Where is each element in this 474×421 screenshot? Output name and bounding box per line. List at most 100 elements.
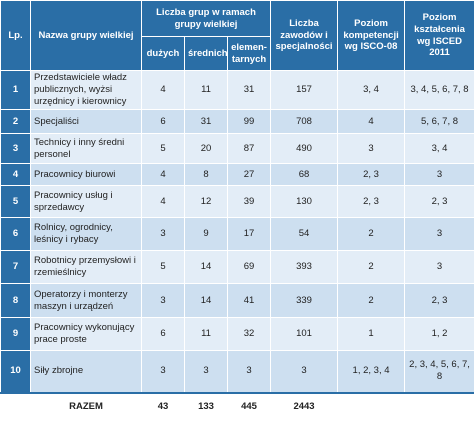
table-cell: 3, 4, 5, 6, 7, 8: [405, 71, 474, 110]
table-cell: 3: [1, 134, 31, 164]
table-cell: 2: [338, 251, 405, 284]
table-cell: 445: [228, 393, 271, 421]
table-cell: [405, 393, 474, 421]
table-cell: 27: [228, 164, 271, 186]
table-cell: 490: [271, 134, 338, 164]
table-cell: 339: [271, 284, 338, 318]
table-cell: 4: [142, 186, 185, 218]
table-cell: 101: [271, 318, 338, 351]
table-cell: 3, 4: [405, 134, 474, 164]
table-cell: 2, 3: [405, 186, 474, 218]
table-cell: 4: [1, 164, 31, 186]
table-cell: 3: [142, 284, 185, 318]
table-cell: 69: [228, 251, 271, 284]
table-cell: 43: [142, 393, 185, 421]
table-cell: 4: [142, 164, 185, 186]
table-cell: [1, 393, 31, 421]
table-cell: Rolnicy, ogrodnicy, leśnicy i rybacy: [31, 218, 142, 251]
table-cell: Pracownicy usług i sprzedawcy: [31, 186, 142, 218]
table-cell: Technicy i inny średni personel: [31, 134, 142, 164]
table-cell: Siły zbrojne: [31, 351, 142, 393]
table-cell: 4: [338, 110, 405, 134]
table-cell: Robotnicy przemysłowi i rzemieślnicy: [31, 251, 142, 284]
table-cell: 32: [228, 318, 271, 351]
table-cell: 708: [271, 110, 338, 134]
table-cell: 6: [142, 110, 185, 134]
table-cell: 2443: [271, 393, 338, 421]
header-cell: Lp.: [1, 1, 31, 71]
table-cell: Pracownicy wykonujący prace proste: [31, 318, 142, 351]
table-cell: 20: [185, 134, 228, 164]
header-cell: elemen-tarnych: [228, 37, 271, 71]
header-cell: dużych: [142, 37, 185, 71]
table-cell: 2: [338, 218, 405, 251]
table-cell: 5, 6, 7, 8: [405, 110, 474, 134]
table-cell: 39: [228, 186, 271, 218]
table-cell: 3: [405, 164, 474, 186]
table-cell: 5: [142, 251, 185, 284]
table-cell: 9: [185, 218, 228, 251]
table-cell: 3: [142, 218, 185, 251]
table-cell: 14: [185, 284, 228, 318]
table-cell: Operatorzy i monterzy maszyn i urządzeń: [31, 284, 142, 318]
table-cell: 1, 2, 3, 4: [338, 351, 405, 393]
table-cell: 6: [142, 318, 185, 351]
header-cell: Nazwa grupy wielkiej: [31, 1, 142, 71]
table-cell: 6: [1, 218, 31, 251]
table-cell: 2: [1, 110, 31, 134]
table-cell: 12: [185, 186, 228, 218]
table-cell: 99: [228, 110, 271, 134]
table-cell: 157: [271, 71, 338, 110]
table-cell: 1: [338, 318, 405, 351]
table-cell: Specjaliści: [31, 110, 142, 134]
table-cell: 2, 3, 4, 5, 6, 7, 8: [405, 351, 474, 393]
table-cell: 14: [185, 251, 228, 284]
header-cell: Poziom kompetencji wg ISCO-08: [338, 1, 405, 71]
table-cell: 2: [338, 284, 405, 318]
table-cell: 11: [185, 318, 228, 351]
table-cell: 3: [142, 351, 185, 393]
table-cell: 1, 2: [405, 318, 474, 351]
table-cell: 8: [1, 284, 31, 318]
table-cell: 130: [271, 186, 338, 218]
table-cell: 17: [228, 218, 271, 251]
table-cell: 393: [271, 251, 338, 284]
table-cell: 3: [338, 134, 405, 164]
table-cell: 2, 3: [338, 164, 405, 186]
table-cell: 2, 3: [405, 284, 474, 318]
table-cell: 31: [185, 110, 228, 134]
table-cell: 4: [142, 71, 185, 110]
table-cell: 5: [1, 186, 31, 218]
table-cell: Przedstawiciele władz publicznych, wyżsi…: [31, 71, 142, 110]
table-cell: 54: [271, 218, 338, 251]
table-cell: 11: [185, 71, 228, 110]
table-cell: 3: [405, 251, 474, 284]
table-cell: 10: [1, 351, 31, 393]
table-cell: 31: [228, 71, 271, 110]
header-cell: średnich: [185, 37, 228, 71]
table-cell: 3: [185, 351, 228, 393]
table-cell: 133: [185, 393, 228, 421]
table-cell: 3: [271, 351, 338, 393]
table-cell: [338, 393, 405, 421]
table-cell: 87: [228, 134, 271, 164]
table-cell: 8: [185, 164, 228, 186]
table-cell: 3, 4: [338, 71, 405, 110]
table-cell: 68: [271, 164, 338, 186]
table-cell: 1: [1, 71, 31, 110]
table-cell: 2, 3: [338, 186, 405, 218]
table-cell: 3: [228, 351, 271, 393]
